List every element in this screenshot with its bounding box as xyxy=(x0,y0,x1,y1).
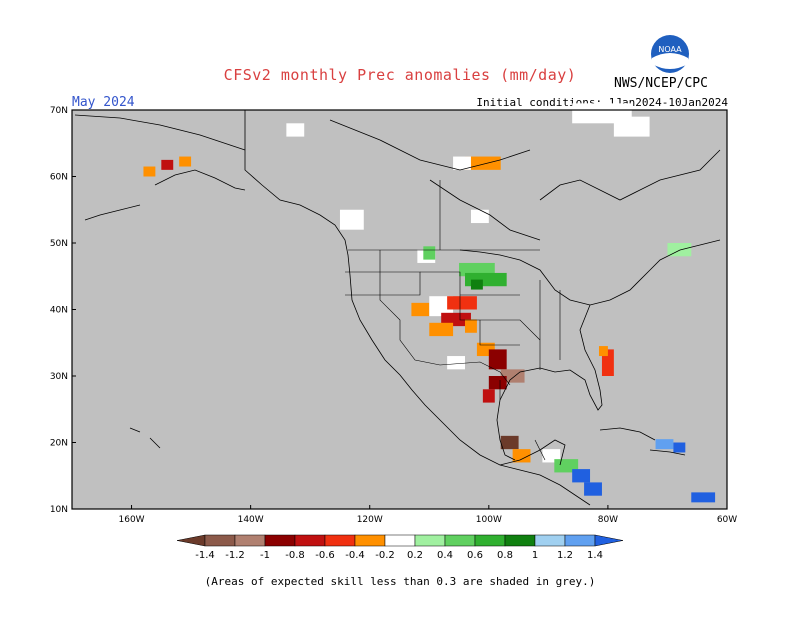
colorbar-label: 0.6 xyxy=(467,550,483,561)
colorbar-label: -0.8 xyxy=(285,550,305,561)
lon-tick-label: 60W xyxy=(717,515,737,525)
anomaly-layer xyxy=(143,103,716,503)
colorbar-label: 1 xyxy=(532,550,538,561)
coastlines xyxy=(74,110,721,506)
colorbar-swatch xyxy=(414,534,446,547)
lat-tick-label: 50N xyxy=(50,239,68,249)
org-label: NWS/NCEP/CPC xyxy=(614,76,708,91)
forecast-month: May 2024 xyxy=(72,95,135,110)
anomaly-cell xyxy=(465,319,477,333)
colorbar-swatch xyxy=(324,534,356,547)
anomaly-cell xyxy=(488,376,507,390)
colorbar-swatch xyxy=(204,534,236,547)
anomaly-cell xyxy=(488,349,507,370)
lon-tick-label: 100W xyxy=(476,515,502,525)
initial-conditions: Initial conditions: 1Jan2024-10Jan2024 xyxy=(476,96,728,109)
latitude-labels: 70N 60N 50N 40N 30N 20N 10N xyxy=(50,106,76,515)
anomaly-cell xyxy=(470,279,483,290)
colorbar-swatch xyxy=(234,534,266,547)
anomaly-cell xyxy=(339,209,364,230)
lat-tick-label: 70N xyxy=(50,106,68,116)
noaa-logo: NOAA xyxy=(650,34,690,74)
lat-tick-label: 20N xyxy=(50,439,68,449)
lon-tick-label: 80W xyxy=(598,515,618,525)
lon-tick-label: 120W xyxy=(357,515,383,525)
lon-tick-label: 160W xyxy=(119,515,145,525)
anomaly-cell xyxy=(598,346,608,357)
lat-tick-label: 30N xyxy=(50,372,68,382)
anomaly-cell xyxy=(447,296,477,310)
colorbar-swatch xyxy=(294,534,326,547)
anomaly-cell xyxy=(601,349,614,376)
lat-tick-label: 10N xyxy=(50,505,68,515)
anomaly-cell xyxy=(512,449,531,463)
colorbar-swatch xyxy=(384,534,416,547)
colorbar-label: 1.4 xyxy=(587,550,603,561)
anomaly-cell xyxy=(453,156,471,170)
anomaly-cell xyxy=(673,442,686,453)
footnote: (Areas of expected skill less than 0.3 a… xyxy=(204,575,596,588)
anomaly-cell xyxy=(423,246,436,260)
anomaly-cell xyxy=(572,469,591,483)
anomaly-cell xyxy=(143,166,156,177)
colorbar-label: -0.4 xyxy=(345,550,365,561)
colorbar-label: 0.4 xyxy=(437,550,453,561)
colorbar-label: -0.6 xyxy=(315,550,335,561)
anomaly-cell xyxy=(584,482,602,496)
logo-text: NOAA xyxy=(658,45,682,54)
anomaly-cell xyxy=(286,123,305,137)
colorbar-label: -1 xyxy=(260,550,270,561)
colorbar-arrow-left xyxy=(176,534,206,547)
lat-tick-label: 40N xyxy=(50,306,68,316)
colorbar: -1.4 -1.2 -1 -0.8 -0.6 -0.4 -0.2 0.2 0.4 0.6 0.8 1 1… xyxy=(176,534,624,561)
anomaly-cell xyxy=(161,159,174,170)
political-borders xyxy=(345,180,561,461)
colorbar-label: 0.8 xyxy=(497,550,513,561)
anomaly-cell xyxy=(482,389,495,403)
colorbar-swatch xyxy=(444,534,476,547)
longitude-labels: 160W 140W 120W 100W 80W 60W xyxy=(119,505,737,525)
anomaly-cell xyxy=(470,209,489,224)
anomaly-cell xyxy=(613,116,650,137)
anomaly-cell xyxy=(411,302,430,317)
colorbar-swatch xyxy=(564,534,596,547)
colorbar-swatch xyxy=(264,534,296,547)
anomaly-cell xyxy=(179,156,192,167)
anomaly-cell xyxy=(691,492,716,503)
anomaly-cell xyxy=(655,439,674,450)
colorbar-swatch xyxy=(474,534,506,547)
colorbar-label: -1.4 xyxy=(195,550,215,561)
colorbar-label: 0.2 xyxy=(407,550,423,561)
anomaly-cell xyxy=(447,356,465,370)
map-background xyxy=(72,110,727,509)
lat-tick-label: 60N xyxy=(50,173,68,183)
anomaly-cell xyxy=(429,322,454,337)
anomaly-cell xyxy=(500,435,519,450)
lon-tick-label: 140W xyxy=(238,515,264,525)
colorbar-label: 1.2 xyxy=(557,550,573,561)
colorbar-swatch xyxy=(534,534,566,547)
colorbar-swatch xyxy=(354,534,386,547)
colorbar-swatch xyxy=(504,534,536,547)
chart-title: CFSv2 monthly Prec anomalies (mm/day) xyxy=(223,66,577,84)
colorbar-arrow-right xyxy=(594,534,624,547)
colorbar-label: -0.2 xyxy=(375,550,395,561)
colorbar-label: -1.2 xyxy=(225,550,245,561)
